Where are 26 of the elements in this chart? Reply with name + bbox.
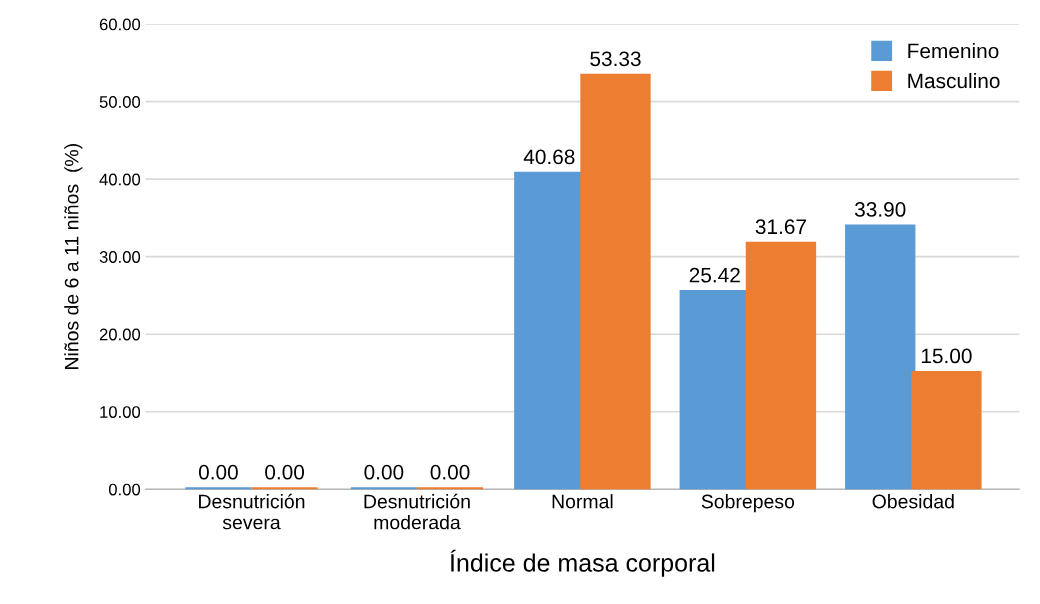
x-tick-label: Obesidad: [872, 494, 954, 509]
x-axis-title: Índice de masa corporal: [450, 549, 715, 577]
data-label: 15.00: [921, 348, 972, 364]
data-label: 0.00: [265, 464, 305, 480]
y-tick-label: 40.00: [99, 173, 141, 186]
y-tick-label: 60.00: [99, 18, 141, 31]
data-label: 31.67: [755, 219, 806, 235]
data-label: 33.90: [854, 202, 906, 217]
x-tick-label: Normal: [552, 494, 613, 509]
x-tick-label: Desnutrición severa: [199, 493, 305, 530]
data-label: 0.00: [198, 464, 238, 480]
y-tick-label: 0.00: [108, 483, 141, 496]
data-label: 25.42: [689, 267, 740, 283]
data-label: 0.00: [430, 464, 470, 480]
data-label: 53.33: [590, 51, 641, 67]
data-label: 40.68: [523, 149, 575, 165]
legend-label: Masculino: [908, 72, 1000, 89]
data-label: 0.00: [364, 464, 404, 480]
y-axis-title: Niños de 6 a 11 niños (%): [64, 144, 83, 369]
y-tick-label: 30.00: [99, 251, 141, 263]
y-tick-label: 50.00: [99, 96, 141, 108]
x-tick-label: Sobrepeso: [701, 494, 795, 513]
x-tick-label: Desnutrición moderada: [364, 493, 470, 530]
legend-label: Femenino: [908, 43, 999, 59]
y-tick-label: 20.00: [99, 328, 141, 341]
y-tick-label: 10.00: [100, 406, 141, 418]
